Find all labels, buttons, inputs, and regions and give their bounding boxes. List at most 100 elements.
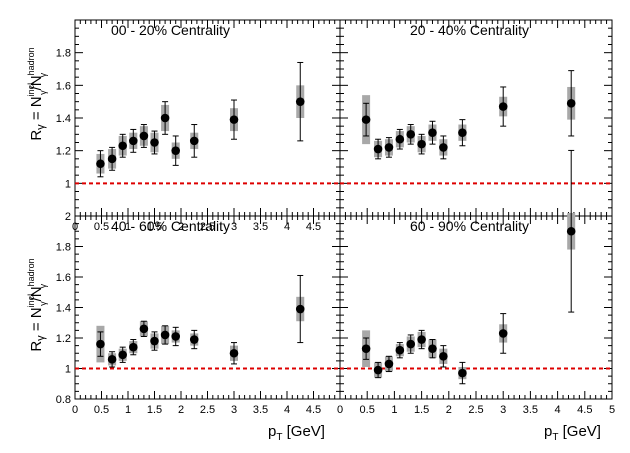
data-point — [139, 131, 149, 141]
data-point — [498, 329, 508, 338]
y-axis-label-bottom: Rγ = Nincl γ/Nhadron γ — [26, 258, 48, 351]
data-point — [160, 330, 170, 340]
data-point — [566, 99, 576, 108]
x-tick-label: 0 — [72, 404, 78, 416]
x-tick-label: 3.5 — [523, 404, 538, 416]
data-point — [458, 368, 467, 378]
data-point — [129, 342, 138, 352]
data-point — [417, 335, 426, 344]
x-tick-label: 1 — [391, 404, 397, 416]
y-tick-label: 1.6 — [56, 272, 71, 284]
data-point — [189, 136, 199, 146]
y-tick-label: 1.8 — [56, 242, 71, 254]
data-point — [373, 365, 383, 375]
x-tick-label: 4.5 — [306, 221, 321, 233]
data-point — [428, 128, 437, 137]
data-point — [439, 143, 448, 152]
data-point — [139, 324, 149, 334]
x-tick-label: 4 — [555, 404, 561, 416]
y-tick-label: 1.6 — [56, 80, 71, 92]
data-point — [107, 154, 117, 164]
panel-4: 0 0.5 1 1.5 2 2.5 3 3.5 4 4.5 5 60 - 90% Centrality — [337, 149, 615, 416]
x-tick-label: 3.5 — [253, 404, 268, 416]
data-point — [458, 128, 467, 137]
panel-1: 11.21.41.61.80 0.5 1 1.5 2 2.5 3 3.5 4 4.500 - 20… — [56, 19, 341, 233]
data-point — [361, 115, 371, 124]
data-point — [118, 141, 127, 151]
panel-title: 60 - 90% Centrality — [410, 218, 529, 234]
x-tick-label: 0.5 — [360, 404, 375, 416]
x-tick-label: 0.5 — [94, 404, 109, 416]
y-tick-label: 1.2 — [56, 333, 71, 345]
y-axis-label-top: Rγ = Nincl γ/Nhadron γ — [26, 47, 48, 140]
panel-title: 00 - 20% Centrality — [111, 22, 230, 38]
y-tick-label: 1.2 — [56, 146, 71, 158]
data-point — [439, 352, 448, 361]
data-point — [118, 350, 127, 360]
data-point — [96, 159, 105, 169]
data-point — [295, 97, 305, 106]
data-point — [384, 143, 394, 152]
x-tick-label: 0 — [337, 404, 343, 416]
panel-3: 0.8 1 1.2 1.4 1.6 1.8 2 0 0.5 1 1.5 2 2.5 3 3.5 4 4.5 40 … — [56, 211, 341, 416]
y-tick-label: 2 — [65, 211, 71, 223]
y-tick-label: 1 — [65, 364, 71, 376]
x-tick-label: 2.5 — [200, 404, 215, 416]
data-point — [406, 130, 416, 139]
data-point — [395, 345, 405, 355]
x-tick-label: 2.5 — [200, 221, 215, 233]
x-axis-label-left: pT [GeV] — [268, 423, 325, 443]
x-tick-label: 1 — [125, 404, 131, 416]
data-point — [160, 113, 170, 123]
x-tick-label: 4.5 — [306, 404, 321, 416]
data-point — [150, 138, 159, 147]
data-point — [107, 355, 117, 364]
data-point — [498, 102, 508, 111]
data-point — [171, 146, 180, 155]
x-tick-label: 2 — [178, 404, 184, 416]
x-tick-label: 3.5 — [253, 221, 268, 233]
x-tick-label: 1.5 — [414, 404, 429, 416]
y-tick-label: 1.4 — [56, 113, 71, 125]
x-axis-label-right: pT [GeV] — [544, 423, 601, 443]
x-tick-label: 5 — [609, 404, 615, 416]
panel-title: 20 - 40% Centrality — [410, 22, 529, 38]
data-point — [150, 336, 159, 346]
x-tick-label: 4 — [284, 404, 290, 416]
data-point — [189, 335, 199, 344]
panels-group: 1 1.2 1.4 1.6 1.8 0 0.5 1 1.5 2 2.5 3 3.5 4 4.5 00 - 20… — [56, 19, 615, 416]
y-tick-label: 0.8 — [56, 394, 71, 406]
y-tick-label: 1.4 — [56, 303, 71, 315]
panel-2: 20 - 40% Centrality — [339, 19, 613, 217]
x-tick-label: 2.5 — [468, 404, 483, 416]
data-point — [384, 359, 394, 369]
data-point — [406, 339, 416, 349]
data-point — [417, 139, 426, 149]
data-point — [395, 134, 405, 144]
x-tick-label: 4.5 — [577, 404, 592, 416]
data-point — [295, 304, 305, 314]
x-tick-label: 0.5 — [94, 221, 109, 233]
x-tick-label: 1.5 — [147, 221, 162, 233]
data-point — [229, 115, 239, 124]
data-point — [171, 332, 180, 341]
x-tick-label: 2 — [446, 404, 452, 416]
data-point — [229, 348, 239, 358]
data-point — [566, 226, 576, 236]
data-point — [373, 144, 383, 154]
data-point — [428, 344, 437, 353]
x-tick-label: 2 — [178, 221, 184, 233]
data-point — [361, 344, 371, 353]
x-tick-label: 3 — [231, 221, 237, 233]
y-tick-label: 1 — [65, 178, 71, 190]
data-point — [96, 339, 105, 349]
x-tick-label: 3 — [231, 404, 237, 416]
data-point — [129, 136, 138, 146]
y-tick-label: 1.8 — [56, 48, 71, 60]
x-tick-label: 1.5 — [147, 404, 162, 416]
x-tick-label: 3 — [500, 404, 506, 416]
x-tick-label: 4 — [284, 221, 290, 233]
panel-title: 40 - 60% Centrality — [111, 218, 230, 234]
x-tick-label: 1 — [125, 221, 131, 233]
